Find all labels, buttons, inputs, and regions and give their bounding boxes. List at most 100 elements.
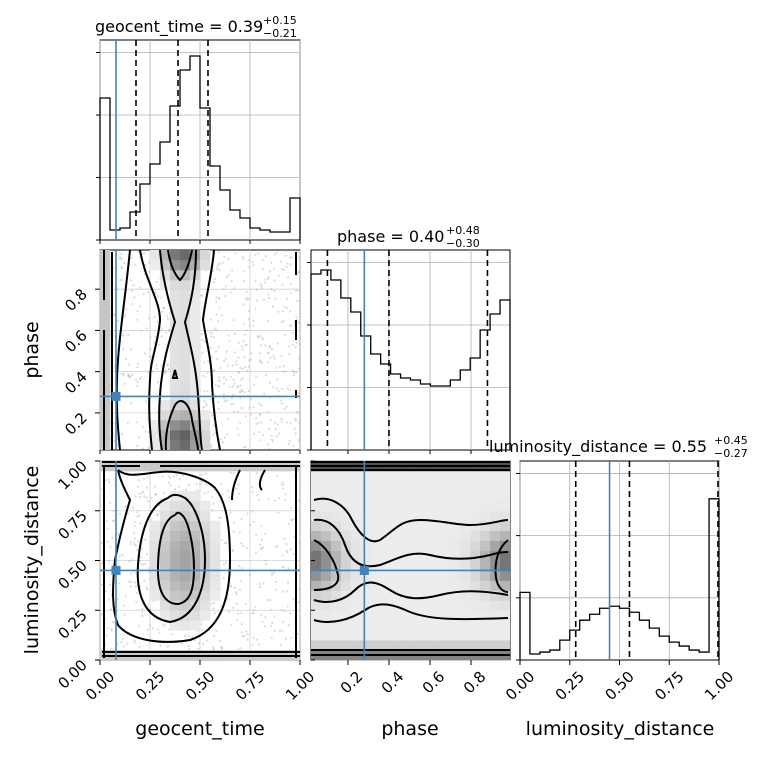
scatter-point [261, 620, 264, 624]
scatter-point [112, 620, 115, 623]
scatter-point [269, 356, 272, 359]
density-cell [490, 590, 501, 601]
scatter-point [277, 390, 280, 393]
density-cell [350, 471, 362, 482]
density-cell [210, 590, 221, 601]
scatter-point [219, 645, 223, 648]
scatter-point [274, 427, 277, 431]
y-tick-label: 0.25 [54, 606, 90, 642]
density-cell [430, 620, 441, 631]
scatter-point [291, 369, 294, 372]
scatter-point [146, 588, 149, 591]
density-cell [430, 580, 441, 591]
density-cell [190, 350, 201, 361]
density-cell [180, 600, 191, 611]
scatter-point [169, 477, 172, 480]
density-cell [360, 550, 372, 561]
truth-marker [111, 391, 121, 401]
scatter-point [133, 531, 136, 535]
scatter-point [263, 281, 266, 284]
density-cell [440, 540, 451, 551]
scatter-point [141, 611, 144, 614]
scatter-point [221, 261, 224, 264]
scatter-point [260, 547, 263, 550]
scatter-point [239, 588, 242, 591]
density-cell [100, 430, 111, 441]
scatter-point [120, 265, 123, 269]
scatter-point [288, 388, 291, 392]
density-cell [430, 520, 441, 531]
scatter-point [283, 333, 286, 337]
density-cell [470, 610, 481, 621]
scatter-point [203, 399, 206, 402]
scatter-point [138, 492, 141, 496]
density-cell [490, 540, 501, 551]
density-cell [320, 630, 332, 641]
scatter-point [112, 520, 115, 523]
scatter-point [149, 624, 152, 627]
density-cell [430, 630, 441, 641]
density-cell [440, 580, 451, 591]
scatter-point [157, 343, 160, 346]
density-cell [340, 500, 352, 512]
scatter-point [285, 405, 288, 408]
scatter-point [242, 340, 245, 343]
scatter-point [255, 472, 258, 475]
density-cell [420, 600, 431, 611]
density-cell [460, 540, 471, 551]
scatter-point [178, 478, 181, 481]
density-cell [340, 560, 352, 571]
density-cell [490, 471, 501, 482]
scatter-point [259, 547, 262, 550]
scatter-point [227, 258, 230, 261]
scatter-point [241, 345, 244, 348]
density-cell [450, 620, 461, 631]
density-cell [380, 540, 391, 551]
scatter-point [254, 253, 257, 257]
scatter-point [289, 612, 292, 615]
scatter-point [273, 499, 276, 502]
scatter-point [242, 303, 245, 306]
scatter-point [147, 500, 150, 503]
scatter-point [217, 516, 221, 519]
density-cell [170, 350, 181, 361]
density-cell [420, 620, 431, 631]
scatter-point [255, 375, 258, 378]
scatter-point [295, 341, 298, 345]
scatter-point [275, 366, 278, 369]
y-tick-label: 0.2 [61, 409, 91, 439]
density-cell [190, 530, 201, 541]
scatter-point [254, 307, 257, 310]
scatter-point [261, 433, 264, 437]
scatter-point [259, 439, 262, 442]
scatter-point [132, 542, 136, 545]
density-cell [190, 590, 201, 601]
density-cell [210, 570, 221, 581]
scatter-point [229, 403, 232, 406]
density-cell [340, 520, 352, 531]
density-cell [160, 570, 171, 581]
panel-frame [310, 249, 511, 451]
scatter-point [259, 359, 262, 362]
x-tick-label: 0.4 [378, 668, 408, 698]
scatter-point [275, 251, 278, 254]
density-cell [380, 560, 391, 571]
density-cell [370, 620, 381, 631]
scatter-point [235, 602, 238, 605]
scatter-point [241, 566, 244, 570]
density-cell [380, 640, 391, 651]
histogram-luminosity_distance [519, 498, 720, 660]
scatter-point [260, 284, 263, 288]
density-cell [180, 280, 191, 291]
scatter-point [260, 525, 263, 528]
scatter-point [180, 642, 183, 645]
density-cell [190, 390, 201, 401]
density-cell [500, 570, 510, 581]
scatter-point [121, 432, 124, 435]
density-cell [350, 620, 362, 631]
scatter-point [289, 256, 292, 259]
scatter-point [108, 478, 111, 481]
scatter-point [246, 369, 249, 372]
scatter-point [173, 488, 176, 491]
density-cell [460, 520, 471, 531]
